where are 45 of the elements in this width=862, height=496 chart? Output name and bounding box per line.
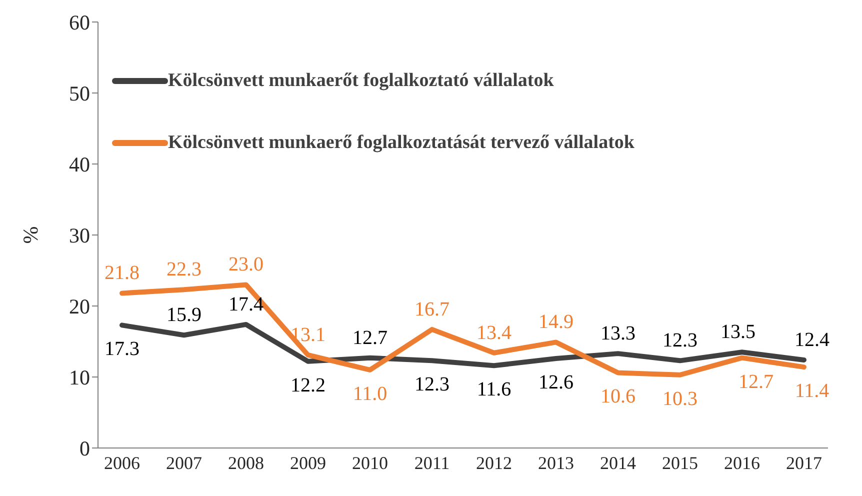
data-label: 14.9 bbox=[538, 311, 574, 334]
y-tick-label: 60 bbox=[69, 10, 90, 34]
legend-label: Kölcsönvett munkaerőt foglalkoztató vállalatok bbox=[168, 70, 554, 92]
x-tick-label: 2016 bbox=[724, 452, 760, 473]
x-tick-label: 2013 bbox=[538, 452, 574, 473]
data-label: 11.4 bbox=[794, 380, 830, 402]
data-label: 15.9 bbox=[166, 304, 202, 326]
data-label: 12.2 bbox=[290, 374, 326, 396]
data-label: 13.3 bbox=[600, 322, 636, 345]
x-tick-label: 2007 bbox=[166, 452, 202, 473]
x-tick-label: 2014 bbox=[600, 452, 636, 473]
data-label: 12.6 bbox=[538, 372, 574, 394]
data-label: 12.4 bbox=[794, 328, 830, 351]
y-axis-title: % bbox=[18, 226, 42, 244]
x-tick-label: 2017 bbox=[786, 452, 822, 473]
data-label: 13.4 bbox=[476, 322, 512, 344]
x-tick-label: 2008 bbox=[228, 452, 264, 473]
legend-label: Kölcsönvett munkaerő foglalkoztatását tervező vállalatok bbox=[168, 132, 634, 154]
data-label: 12.7 bbox=[352, 326, 388, 349]
x-tick-label: 2012 bbox=[476, 452, 512, 473]
data-label: 21.8 bbox=[104, 262, 140, 284]
data-label: 11.0 bbox=[352, 382, 388, 405]
y-tick-label: 30 bbox=[69, 223, 90, 248]
y-tick-label: 0 bbox=[80, 436, 90, 460]
data-label: 12.7 bbox=[738, 370, 774, 393]
data-label: 12.3 bbox=[414, 374, 450, 396]
data-label: 13.5 bbox=[720, 321, 756, 344]
data-label: 11.6 bbox=[476, 378, 512, 401]
x-tick-label: 2010 bbox=[352, 452, 388, 473]
data-label: 10.6 bbox=[600, 386, 636, 408]
data-label: 22.3 bbox=[166, 258, 202, 281]
data-label: 17.4 bbox=[228, 293, 264, 316]
data-label: 17.3 bbox=[104, 338, 140, 360]
data-label: 10.3 bbox=[662, 388, 698, 410]
x-tick-label: 2015 bbox=[662, 452, 698, 473]
y-tick-label: 10 bbox=[69, 365, 90, 390]
x-tick-label: 2011 bbox=[414, 452, 450, 473]
x-tick-label: 2009 bbox=[290, 452, 326, 473]
y-tick-label: 20 bbox=[69, 294, 90, 318]
data-label: 12.3 bbox=[662, 330, 698, 352]
y-tick-label: 50 bbox=[69, 81, 90, 106]
data-label: 16.7 bbox=[414, 298, 450, 320]
y-tick-label: 40 bbox=[69, 152, 90, 176]
x-tick-label: 2006 bbox=[104, 452, 140, 473]
data-label: 23.0 bbox=[228, 254, 264, 276]
